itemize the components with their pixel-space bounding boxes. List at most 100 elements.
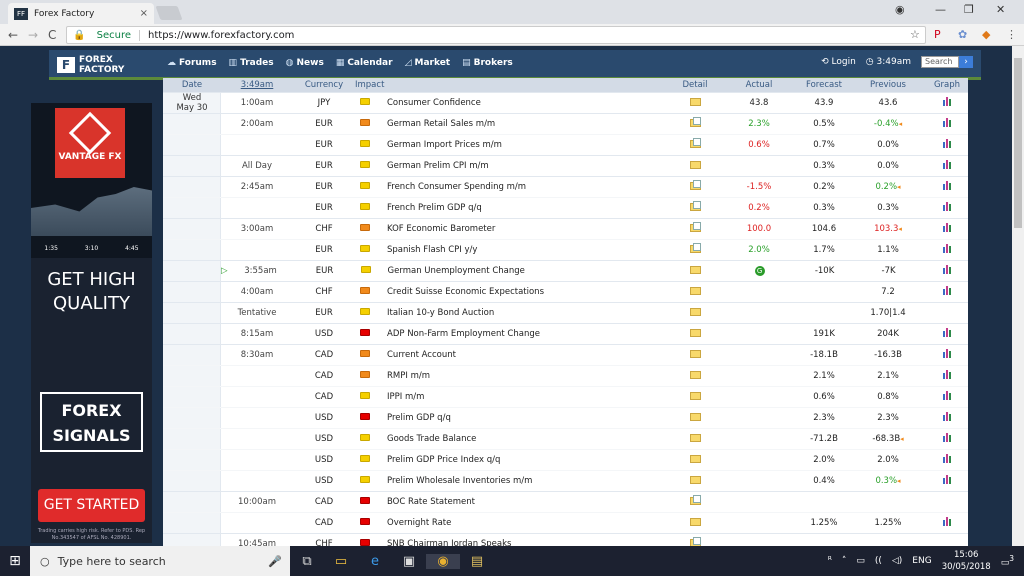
impact-icon[interactable]	[355, 497, 375, 507]
row-detail[interactable]	[671, 494, 719, 508]
row-event[interactable]: Prelim GDP Price Index q/q	[387, 455, 501, 465]
detail-folder-icon[interactable]	[689, 349, 701, 358]
calendar-row[interactable]: 8:15am USD ADP Non-Farm Employment Change 1…	[163, 323, 968, 344]
calendar-row[interactable]: 2:00am EUR German Retail Sales m/m 2.3% 0.5%…	[163, 113, 968, 134]
row-detail[interactable]	[671, 160, 719, 172]
start-button[interactable]: ⊞	[9, 553, 21, 569]
calendar-row[interactable]: USD Prelim GDP q/q 2.3% 2.3%	[163, 407, 968, 428]
revision-icon[interactable]: ◂	[897, 183, 901, 191]
row-event[interactable]: SNB Chairman Jordan Speaks	[387, 539, 512, 546]
calendar-row[interactable]: Tentative EUR Italian 10-y Bond Auction 1.7…	[163, 302, 968, 323]
maximize-button[interactable]: ❐	[964, 3, 974, 16]
row-event[interactable]: KOF Economic Barometer	[387, 224, 496, 234]
language-indicator[interactable]: ENG	[912, 556, 932, 566]
row-detail[interactable]	[671, 349, 719, 361]
detail-doc-icon[interactable]	[689, 221, 701, 232]
profile-icon[interactable]: ◉	[895, 3, 905, 16]
forward-icon[interactable]: →	[28, 28, 39, 42]
row-detail[interactable]	[671, 137, 719, 151]
row-detail[interactable]	[671, 433, 719, 445]
row-graph[interactable]	[927, 286, 967, 298]
row-detail[interactable]	[671, 307, 719, 319]
login-link[interactable]: ⟲ Login	[821, 57, 856, 67]
detail-doc-icon[interactable]	[689, 179, 701, 190]
impact-icon[interactable]	[355, 413, 375, 423]
reload-icon[interactable]: C	[48, 28, 57, 42]
row-event[interactable]: BOC Rate Statement	[387, 497, 475, 507]
scrollbar-thumb[interactable]	[1014, 58, 1022, 228]
volume-icon[interactable]: ◁)	[891, 556, 903, 566]
row-event[interactable]: Prelim GDP q/q	[387, 413, 451, 423]
row-event[interactable]: Prelim Wholesale Inventories m/m	[387, 476, 533, 486]
row-graph[interactable]	[927, 454, 967, 466]
graph-icon[interactable]	[943, 265, 952, 274]
graph-icon[interactable]	[942, 244, 952, 253]
row-event[interactable]: Goods Trade Balance	[387, 434, 477, 444]
row-graph[interactable]	[927, 412, 967, 424]
graph-icon[interactable]	[942, 517, 952, 526]
impact-icon[interactable]	[355, 182, 375, 192]
row-event[interactable]: IPPI m/m	[387, 392, 425, 402]
detail-folder-icon[interactable]	[689, 370, 701, 379]
detail-folder-icon[interactable]	[689, 412, 701, 421]
calendar-row[interactable]: USD Goods Trade Balance -71.2B -68.3B◂	[163, 428, 968, 449]
edge-icon[interactable]: e	[371, 553, 379, 569]
impact-icon[interactable]	[355, 224, 375, 234]
calendar-row[interactable]: EUR Spanish Flash CPI y/y 2.0% 1.7% 1.1%	[163, 239, 968, 260]
menu-icon[interactable]: ⋮	[1006, 28, 1017, 41]
row-graph[interactable]	[927, 475, 967, 487]
impact-icon[interactable]	[355, 203, 375, 213]
taskbar-search-input[interactable]: ○ Type here to search 🎤	[30, 546, 290, 576]
ad-get-started-button[interactable]: GET STARTED	[38, 489, 145, 522]
page-scrollbar[interactable]	[1012, 46, 1024, 546]
graph-icon[interactable]	[942, 139, 952, 148]
impact-icon[interactable]	[355, 245, 375, 255]
row-detail[interactable]	[671, 536, 719, 546]
graph-icon[interactable]	[942, 391, 952, 400]
calendar-row[interactable]: CAD RMPI m/m 2.1% 2.1%	[163, 365, 968, 386]
detail-folder-icon[interactable]	[689, 160, 701, 169]
revision-icon[interactable]: ◂	[898, 225, 902, 233]
row-detail[interactable]	[671, 200, 719, 214]
calendar-row[interactable]: All Day EUR German Prelim CPI m/m 0.3% 0.0%	[163, 155, 968, 176]
row-detail[interactable]	[671, 328, 719, 340]
impact-icon[interactable]	[356, 266, 376, 276]
row-detail[interactable]	[671, 412, 719, 424]
row-event[interactable]: French Prelim GDP q/q	[387, 203, 482, 213]
pinterest-icon[interactable]: P	[934, 28, 941, 41]
row-detail[interactable]	[671, 475, 719, 487]
graph-icon[interactable]	[942, 370, 952, 379]
impact-icon[interactable]	[355, 329, 375, 339]
row-event[interactable]: Spanish Flash CPI y/y	[387, 245, 478, 255]
impact-icon[interactable]	[355, 308, 375, 318]
row-graph[interactable]	[927, 118, 967, 130]
minimize-button[interactable]: —	[935, 3, 946, 16]
detail-folder-icon[interactable]	[689, 517, 701, 526]
app-icon[interactable]: ▤	[470, 553, 484, 569]
row-event[interactable]: German Unemployment Change	[387, 266, 525, 276]
detail-folder-icon[interactable]	[689, 475, 701, 484]
graph-icon[interactable]	[942, 160, 952, 169]
nav-calendar[interactable]: ▦ Calendar	[330, 54, 399, 72]
row-graph[interactable]	[927, 202, 967, 214]
detail-folder-icon[interactable]	[689, 97, 701, 106]
calendar-row[interactable]: EUR German Import Prices m/m 0.6% 0.7% 0.0%	[163, 134, 968, 155]
row-graph[interactable]	[927, 391, 967, 403]
detail-doc-icon[interactable]	[689, 494, 701, 505]
row-detail[interactable]	[671, 517, 719, 529]
taskbar-clock[interactable]: 15:06 30/05/2018	[942, 549, 991, 573]
calendar-row[interactable]: 10:00am CAD BOC Rate Statement	[163, 491, 968, 512]
calendar-row[interactable]: 4:00am CHF Credit Suisse Economic Expectat…	[163, 281, 968, 302]
detail-folder-icon[interactable]	[690, 265, 702, 274]
row-event[interactable]: Consumer Confidence	[387, 98, 481, 108]
row-detail[interactable]	[671, 391, 719, 403]
row-event[interactable]: French Consumer Spending m/m	[387, 182, 527, 192]
nav-news[interactable]: ◍ News	[280, 54, 330, 72]
revision-icon[interactable]: ◂	[897, 477, 901, 485]
row-graph[interactable]	[927, 517, 967, 529]
people-icon[interactable]: ᴿ	[827, 556, 832, 566]
detail-folder-icon[interactable]	[689, 391, 701, 400]
file-explorer-icon[interactable]: ▭	[334, 553, 348, 569]
search-input[interactable]: Search	[921, 56, 959, 68]
row-detail[interactable]	[671, 116, 719, 130]
